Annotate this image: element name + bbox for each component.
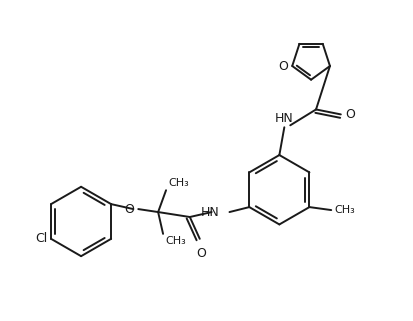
Text: Cl: Cl xyxy=(35,232,47,245)
Text: CH₃: CH₃ xyxy=(168,178,188,188)
Text: HN: HN xyxy=(274,112,293,125)
Text: CH₃: CH₃ xyxy=(333,205,354,215)
Text: O: O xyxy=(278,59,287,73)
Text: O: O xyxy=(195,247,205,260)
Text: O: O xyxy=(124,203,134,216)
Text: HN: HN xyxy=(200,205,219,219)
Text: O: O xyxy=(344,108,354,121)
Text: CH₃: CH₃ xyxy=(165,236,185,246)
